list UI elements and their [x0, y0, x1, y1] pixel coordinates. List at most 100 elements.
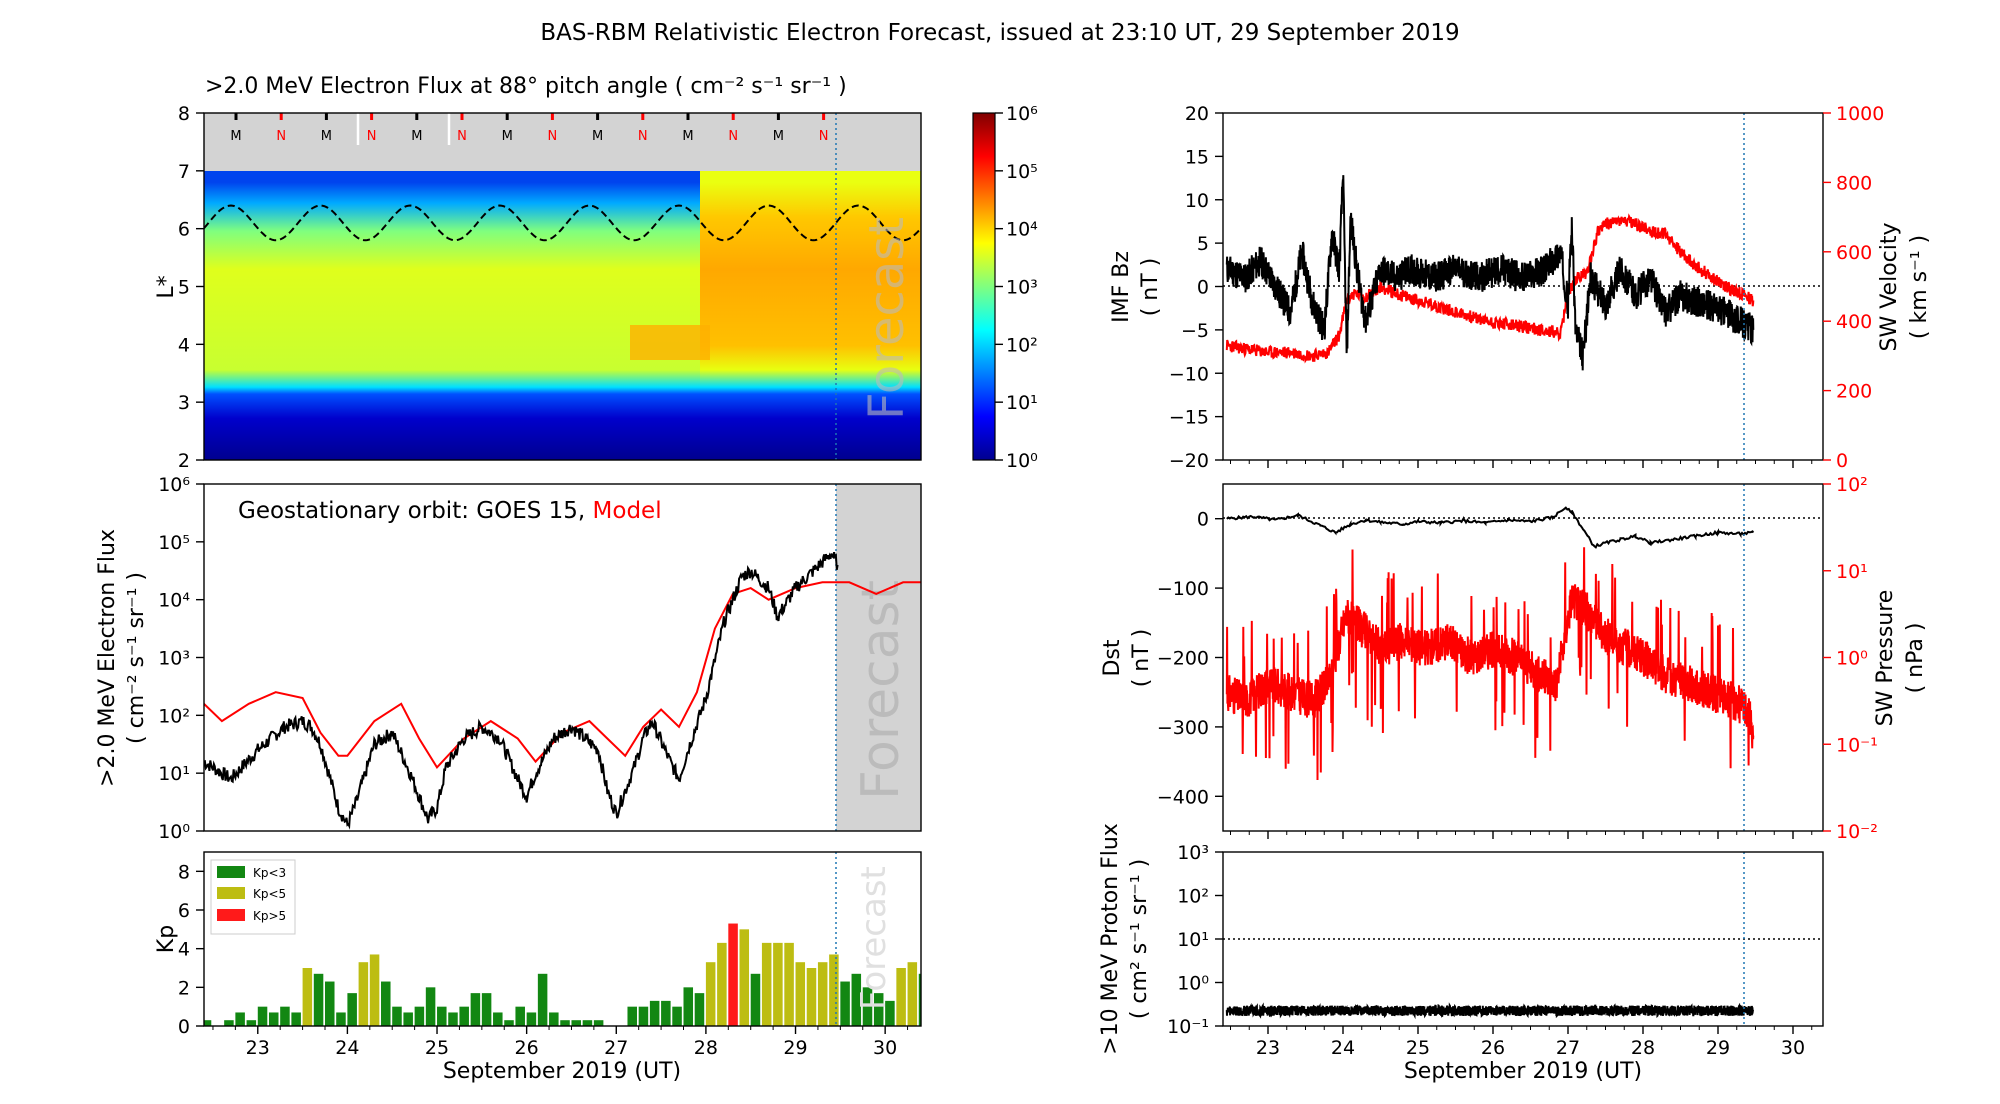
flux-map-enhanced-band — [630, 325, 710, 360]
x-tick-label: 26 — [1481, 1037, 1505, 1059]
kp-legend-swatch-high — [217, 909, 245, 921]
kp-bar — [873, 993, 884, 1026]
dst-line — [1226, 506, 1755, 549]
proton-panel: 10⁻¹ 10⁰ 10¹ 10² 10³ 23 24 25 26 27 28 29 30 >10 Me… — [1098, 823, 1824, 1084]
kp-bar — [526, 1012, 537, 1026]
kp-bar — [571, 1020, 581, 1026]
orbit-marker-label: N — [548, 129, 558, 144]
imf-ytick-label: 0 — [1197, 277, 1209, 299]
kp-bar — [694, 993, 705, 1026]
imf-x-axis — [1230, 460, 1813, 468]
kp-xlabel: September 2019 (UT) — [443, 1059, 681, 1084]
kp-bar — [324, 981, 335, 1026]
kp-ytick-label: 8 — [178, 861, 190, 883]
kp-bar — [750, 973, 761, 1026]
kp-bar — [224, 1020, 234, 1026]
proton-y-axis: 10⁻¹ 10⁰ 10¹ 10² 10³ — [1167, 842, 1223, 1038]
kp-bar — [537, 973, 548, 1026]
flux-map-panel: >2.0 MeV Electron Flux at 88° pitch angl… — [154, 74, 1038, 472]
x-tick-label: 30 — [873, 1037, 897, 1059]
dst-y2tick-label: 10⁻¹ — [1836, 734, 1878, 756]
map-ytick-label: 5 — [178, 277, 190, 299]
orbit-marker-label: N — [367, 129, 377, 144]
kp-forecast-label: Forecast — [854, 866, 894, 1010]
kp-bar — [425, 987, 436, 1026]
geo-ytick-label: 10⁶ — [158, 474, 190, 496]
kp-bar — [806, 968, 817, 1026]
imf-y2label-units: ( km s⁻¹ ) — [1907, 235, 1932, 339]
map-ytick-label: 2 — [178, 450, 190, 472]
orbit-marker-label: M — [682, 129, 693, 144]
map-ytick-label: 7 — [178, 161, 190, 183]
kp-bar — [392, 1006, 402, 1026]
x-tick-label: 25 — [1406, 1037, 1430, 1059]
dst-ylabel: Dst — [1100, 639, 1125, 676]
kp-bar — [560, 1020, 570, 1026]
proton-xlabel: September 2019 (UT) — [1404, 1059, 1642, 1084]
proton-ytick-label: 10³ — [1177, 842, 1209, 864]
colorbar-tick-label: 10⁵ — [1006, 161, 1038, 183]
kp-bar — [313, 973, 324, 1026]
orbit-marker-label: N — [457, 129, 467, 144]
dst-y2label: SW Pressure — [1873, 590, 1898, 727]
kp-bar — [638, 1006, 649, 1026]
dst-y2tick-label: 10⁰ — [1836, 648, 1868, 670]
geo-ytick-label: 10⁴ — [158, 590, 190, 612]
kp-bar — [672, 1006, 682, 1026]
flux-map-y-axis: 2 3 4 5 6 7 8 — [178, 103, 204, 472]
colorbar-tick-label: 10¹ — [1006, 392, 1038, 414]
imf-y2tick-label: 400 — [1836, 311, 1872, 333]
kp-legend-swatch-mid — [217, 887, 245, 899]
imf-ylabel: IMF Bz — [1109, 251, 1134, 323]
model-flux-line — [204, 581, 921, 770]
dst-y2label-units: ( nPa ) — [1903, 623, 1928, 694]
imf-ytick-label: 10 — [1185, 190, 1209, 212]
goes-flux-line — [204, 552, 839, 830]
kp-bar — [448, 1012, 458, 1026]
kp-bar — [369, 954, 380, 1026]
kp-bar — [705, 962, 716, 1026]
dst-ytick-label: −100 — [1157, 578, 1209, 600]
proton-ytick-label: 10⁻¹ — [1167, 1016, 1209, 1038]
orbit-marker-label: M — [592, 129, 603, 144]
colorbar-tick-label: 10³ — [1006, 277, 1038, 299]
orbit-marker-label: M — [321, 129, 332, 144]
map-ytick-label: 6 — [178, 219, 190, 241]
kp-bar — [773, 942, 783, 1026]
kp-legend-swatch-low — [217, 866, 245, 878]
kp-bar — [739, 929, 750, 1026]
dst-ytick-label: −400 — [1157, 786, 1209, 808]
dst-y2tick-label: 10² — [1836, 474, 1868, 496]
x-tick-label: 26 — [515, 1037, 539, 1059]
kp-frame — [203, 851, 922, 1027]
imf-ytick-label: 20 — [1185, 103, 1209, 125]
imf-y2tick-label: 600 — [1836, 242, 1872, 264]
kp-bar — [649, 1000, 660, 1026]
colorbar-tick-label: 10⁶ — [1006, 103, 1038, 125]
imf-ytick-label: −20 — [1169, 450, 1209, 472]
geo-ylabel-units: ( cm⁻² s⁻¹ sr⁻¹ ) — [124, 572, 149, 744]
kp-bar — [582, 1020, 593, 1026]
flux-map-ylabel: L* — [154, 275, 179, 298]
imf-ytick-label: −15 — [1169, 407, 1209, 429]
proton-ytick-label: 10¹ — [1177, 929, 1209, 951]
geo-lstar-dashed-line — [204, 204, 921, 242]
kp-bar — [437, 1006, 447, 1026]
kp-bar — [907, 962, 918, 1026]
kp-bar — [268, 1012, 279, 1026]
kp-bar — [235, 1012, 245, 1026]
geo-ylabel: >2.0 MeV Electron Flux — [95, 529, 120, 787]
dst-y2tick-label: 10⁻² — [1836, 821, 1878, 843]
x-tick-label: 23 — [1256, 1037, 1280, 1059]
kp-ytick-label: 0 — [178, 1016, 190, 1038]
kp-bar — [817, 962, 828, 1026]
colorbar-tick-label: 10⁰ — [1006, 450, 1038, 472]
imf-y2tick-label: 200 — [1836, 381, 1872, 403]
kp-bar — [204, 1020, 212, 1026]
kp-bar — [504, 1020, 514, 1026]
imf-ytick-label: 5 — [1197, 233, 1209, 255]
orbit-marker-label: M — [502, 129, 513, 144]
